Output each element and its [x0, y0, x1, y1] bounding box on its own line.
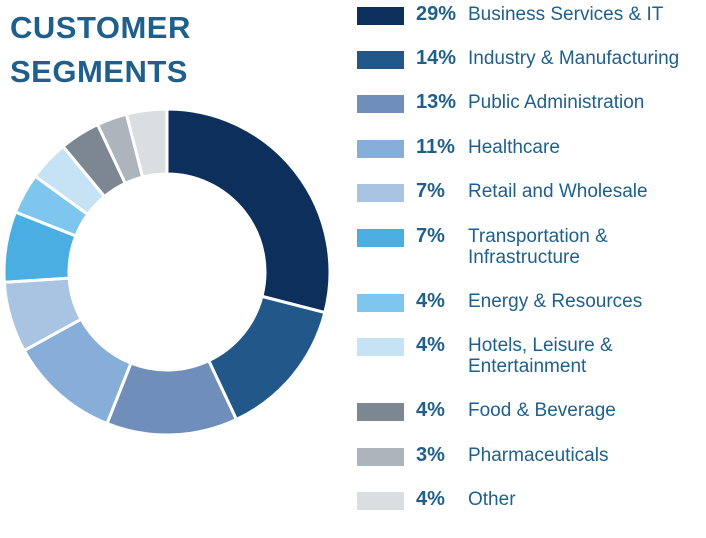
- legend: 29% Business Services & IT 14% Industry & M…: [357, 0, 706, 513]
- legend-swatch: [357, 492, 404, 510]
- legend-label-line: Industry & Manufacturing: [468, 48, 680, 69]
- legend-swatch: [357, 51, 404, 69]
- legend-swatch: [357, 338, 404, 356]
- legend-label-line: Public Administration: [468, 92, 645, 113]
- legend-label-line: Hotels, Leisure &: [468, 335, 613, 356]
- legend-label: Pharmaceuticals: [468, 445, 608, 466]
- legend-item: 11% Healthcare: [357, 136, 706, 186]
- legend-percent: 7%: [416, 180, 445, 202]
- legend-swatch: [357, 95, 404, 113]
- legend-swatch: [357, 448, 404, 466]
- legend-label-line: Food & Beverage: [468, 400, 616, 421]
- legend-label: Energy & Resources: [468, 291, 642, 312]
- legend-label-line: Retail and Wholesale: [468, 181, 648, 202]
- legend-item: 29% Business Services & IT: [357, 3, 706, 53]
- legend-item: 4% Other: [357, 488, 706, 538]
- legend-percent: 4%: [416, 334, 445, 356]
- legend-item: 7% Transportation & Infrastructure: [357, 225, 706, 275]
- legend-item: 7% Retail and Wholesale: [357, 180, 706, 230]
- legend-swatch: [357, 184, 404, 202]
- legend-percent: 4%: [416, 488, 445, 510]
- legend-label-line: Energy & Resources: [468, 291, 643, 312]
- legend-swatch: [357, 403, 404, 421]
- legend-percent: 4%: [416, 290, 445, 312]
- legend-item: 4% Energy & Resources: [357, 290, 706, 340]
- donut-slice-11: [124, 107, 169, 179]
- legend-percent: 7%: [416, 225, 445, 247]
- legend-percent: 14%: [416, 47, 457, 69]
- legend-label-line: Pharmaceuticals: [468, 445, 609, 466]
- legend-percent: 4%: [416, 399, 445, 421]
- legend-label-line: Entertainment: [468, 356, 587, 377]
- legend-swatch: [357, 7, 404, 25]
- legend-item: 4% Food & Beverage: [357, 399, 706, 449]
- legend-label-line: Healthcare: [468, 137, 560, 158]
- legend-swatch: [357, 229, 404, 247]
- legend-label: Healthcare: [468, 137, 560, 158]
- legend-swatch: [357, 140, 404, 158]
- legend-label: Industry & Manufacturing: [468, 48, 679, 69]
- legend-label: Transportation & Infrastructure: [468, 226, 608, 268]
- legend-percent: 3%: [416, 444, 445, 466]
- legend-item: 4% Hotels, Leisure & Entertainment: [357, 334, 706, 384]
- legend-item: 14% Industry & Manufacturing: [357, 47, 706, 97]
- legend-label: Business Services & IT: [468, 4, 663, 25]
- legend-label-line: Other: [468, 489, 516, 510]
- chart-title: CUSTOMER SEGMENTS: [10, 6, 191, 94]
- legend-label: Hotels, Leisure & Entertainment: [468, 335, 613, 377]
- legend-label: Retail and Wholesale: [468, 181, 648, 202]
- legend-label-line: Infrastructure: [468, 247, 580, 268]
- legend-label: Food & Beverage: [468, 400, 616, 421]
- donut-slice-1: [165, 107, 332, 315]
- legend-label-line: Business Services & IT: [468, 4, 664, 25]
- legend-label-line: Transportation &: [468, 226, 608, 247]
- title-line-2: SEGMENTS: [10, 54, 188, 89]
- legend-percent: 13%: [416, 91, 457, 113]
- title-line-1: CUSTOMER: [10, 10, 191, 45]
- legend-percent: 11%: [416, 136, 455, 158]
- legend-percent: 29%: [416, 3, 457, 25]
- legend-label: Public Administration: [468, 92, 644, 113]
- legend-item: 13% Public Administration: [357, 91, 706, 141]
- donut-chart: [2, 107, 332, 437]
- legend-swatch: [357, 294, 404, 312]
- legend-label: Other: [468, 489, 516, 510]
- legend-item: 3% Pharmaceuticals: [357, 444, 706, 494]
